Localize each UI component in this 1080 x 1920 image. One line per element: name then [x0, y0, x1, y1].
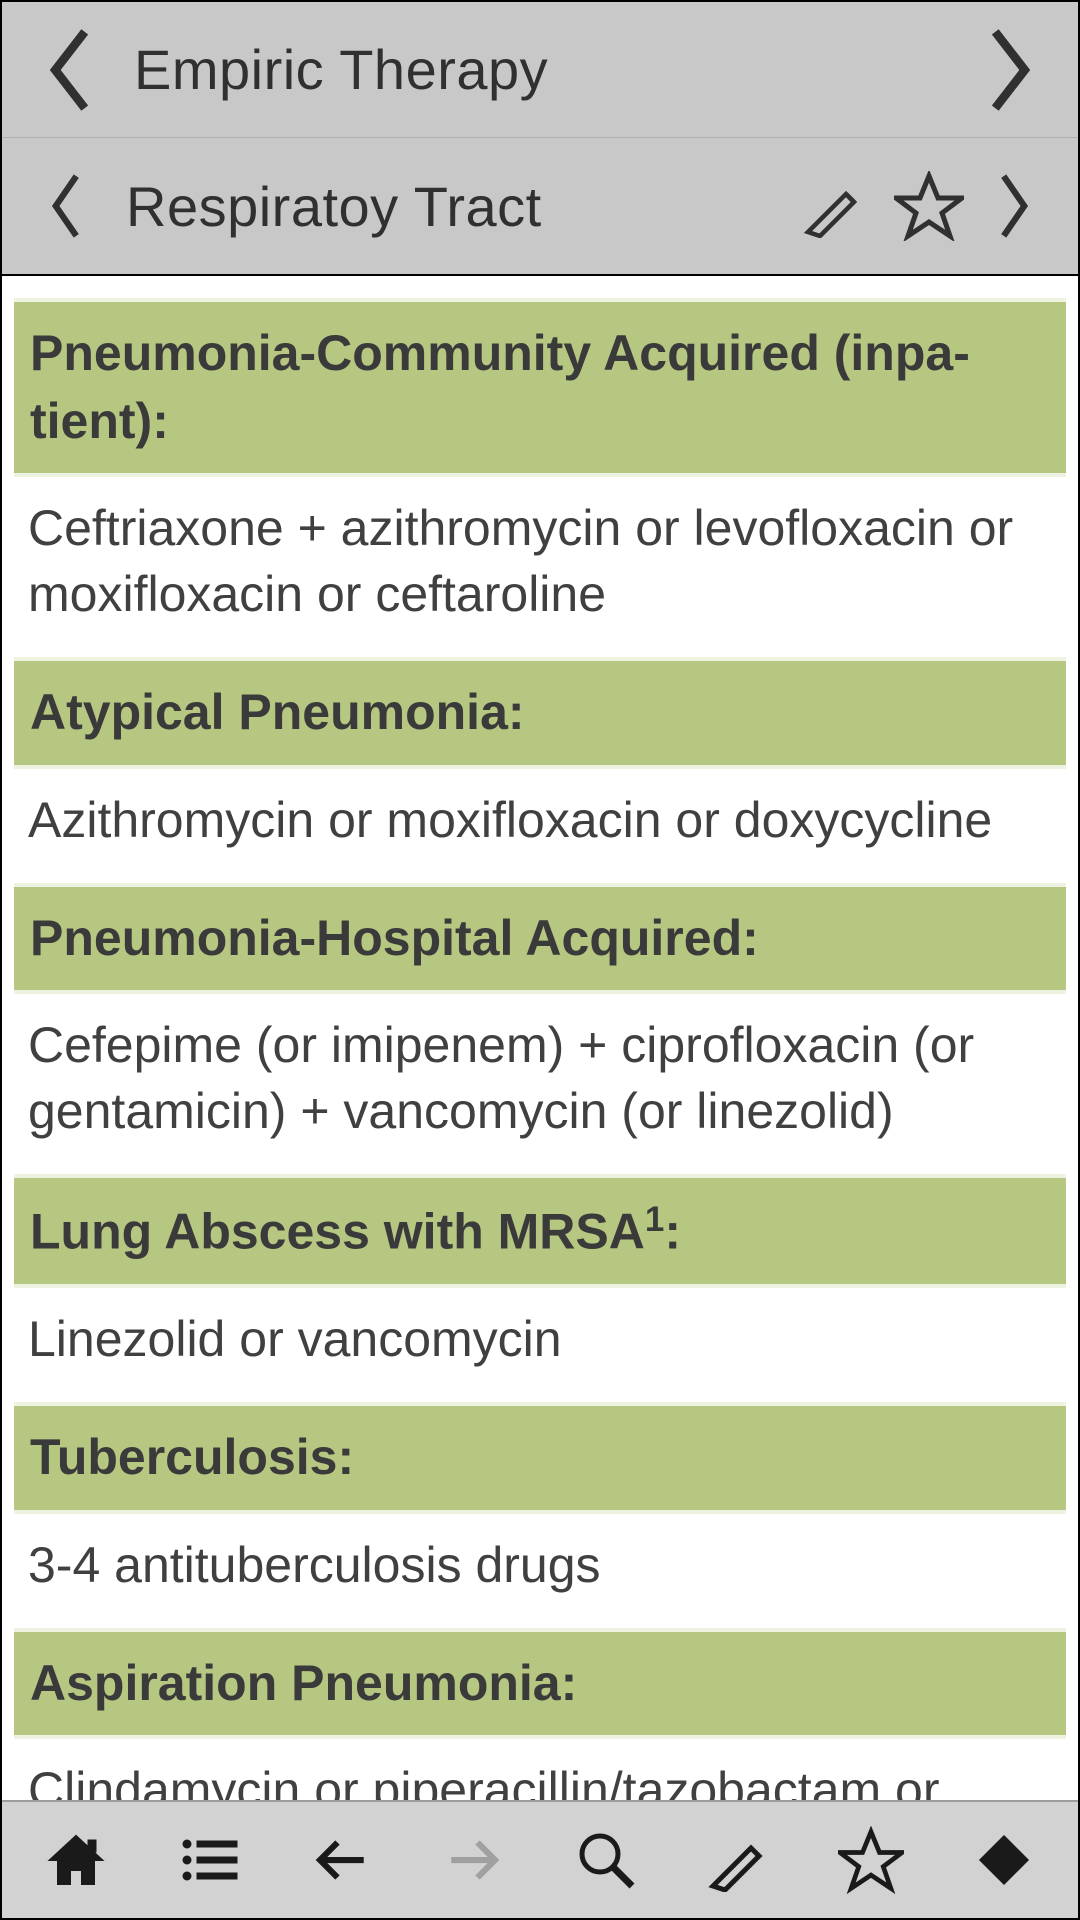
section-header: Pneumonia-Hospital Acquired: [14, 883, 1066, 995]
section-title: Pneumonia-Community Acquired (inpa­tient… [30, 325, 970, 449]
section-body: 3-4 antituberculosis drugs [14, 1514, 1066, 1620]
section-title: Lung Abscess with MRSA [30, 1204, 645, 1260]
pencil-icon [707, 1828, 771, 1892]
annotate-button[interactable] [706, 1827, 772, 1893]
section-title: Tuberculosis: [30, 1429, 354, 1485]
section-body: Cefepime (or imipenem) + ciprofloxacin (… [14, 994, 1066, 1166]
header-row-primary: Empiric Therapy [2, 2, 1078, 138]
back-chevron-primary[interactable] [44, 27, 96, 113]
section-header: Atypical Pneumonia: [14, 657, 1066, 769]
list-icon [177, 1828, 241, 1892]
home-icon [44, 1828, 108, 1892]
section-body: Clindamycin or piperacillin/tazobactam o… [14, 1739, 1066, 1800]
section-title-sup: 1 [645, 1200, 664, 1239]
section-body: Linezolid or vancomycin [14, 1288, 1066, 1394]
header-title-primary[interactable]: Empiric Therapy [134, 37, 548, 102]
search-icon [574, 1828, 638, 1892]
chevron-right-icon [992, 170, 1036, 242]
favorite-button-header[interactable] [894, 171, 964, 241]
history-forward-button[interactable] [441, 1827, 507, 1893]
arrow-left-icon [308, 1832, 374, 1888]
bottom-toolbar [2, 1800, 1078, 1918]
section-title: Pneumonia-Hospital Acquired: [30, 910, 759, 966]
chevron-left-icon [44, 27, 96, 113]
section-body: Ceftriaxone + azithromycin or levofloxac… [14, 477, 1066, 649]
section-title: Aspiration Pneumonia: [30, 1655, 577, 1711]
header: Empiric Therapy Respiratoy Tract [2, 2, 1078, 276]
annotate-button-header[interactable] [802, 174, 866, 238]
app-screen: Empiric Therapy Respiratoy Tract [0, 0, 1080, 1920]
section-title: Atypical Pneumonia: [30, 684, 525, 740]
section-body: Azithromycin or moxifloxacin or doxycy­c… [14, 769, 1066, 875]
history-back-button[interactable] [308, 1827, 374, 1893]
forward-chevron-secondary[interactable] [992, 170, 1036, 242]
toc-button[interactable] [176, 1827, 242, 1893]
star-icon [894, 171, 964, 241]
section-header: Tuberculosis: [14, 1402, 1066, 1514]
erase-button[interactable] [971, 1827, 1037, 1893]
back-chevron-secondary[interactable] [44, 170, 88, 242]
favorite-button[interactable] [838, 1827, 904, 1893]
home-button[interactable] [43, 1827, 109, 1893]
content-scroll[interactable]: Pneumonia-Community Acquired (inpa­tient… [2, 276, 1078, 1800]
pencil-icon [802, 174, 866, 238]
section-header: Aspiration Pneumonia: [14, 1628, 1066, 1740]
forward-chevron-primary[interactable] [984, 27, 1036, 113]
diamond-icon [974, 1830, 1034, 1890]
section-header: Lung Abscess with MRSA1: [14, 1174, 1066, 1288]
arrow-right-icon [441, 1832, 507, 1888]
star-icon [838, 1826, 904, 1894]
header-row-secondary: Respiratoy Tract [2, 138, 1078, 276]
section-title-suffix: : [664, 1204, 681, 1260]
header-title-secondary[interactable]: Respiratoy Tract [126, 174, 542, 239]
section-header: Pneumonia-Community Acquired (inpa­tient… [14, 298, 1066, 477]
chevron-right-icon [984, 27, 1036, 113]
search-button[interactable] [573, 1827, 639, 1893]
chevron-left-icon [44, 170, 88, 242]
